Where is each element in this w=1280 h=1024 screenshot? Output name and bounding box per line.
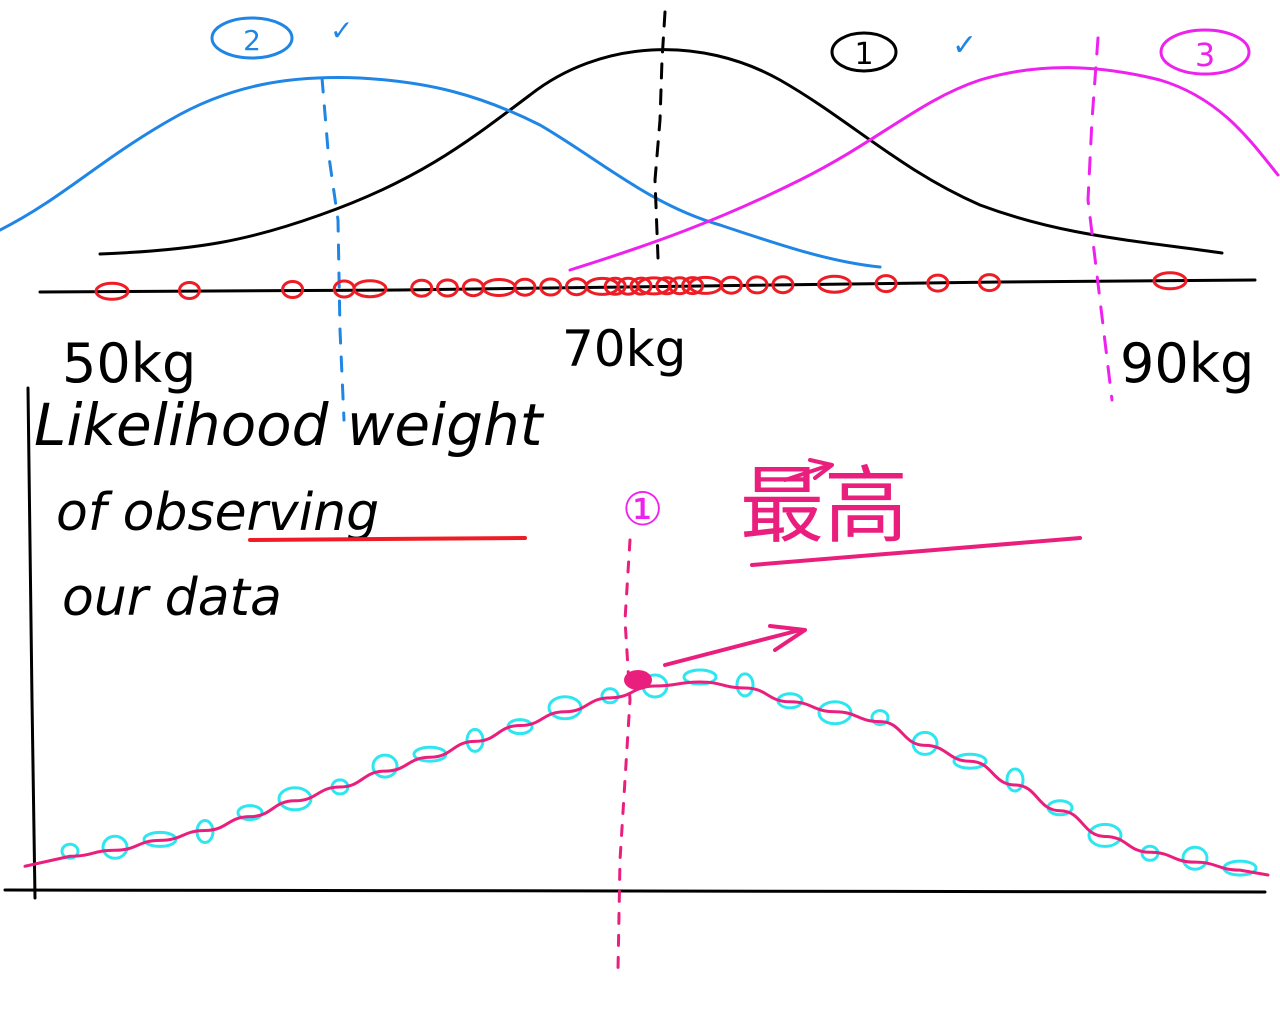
observation-marker: [352, 279, 388, 299]
likelihood-point: [101, 834, 129, 860]
observation-marker: [177, 281, 201, 300]
likelihood-point: [60, 842, 80, 860]
curve-3-label-text: 3: [1195, 36, 1215, 74]
peak-dashed-line: [616, 538, 632, 972]
observation-marker: [655, 276, 679, 296]
likelihood-point: [371, 753, 399, 779]
mean-line-3: [1086, 36, 1114, 402]
curve-2: [0, 76, 882, 269]
likelihood-curve: [23, 680, 1270, 877]
observation-marker: [603, 276, 627, 296]
observation-marker: [281, 280, 305, 299]
observation-marker: [977, 273, 1001, 293]
likelihood-point: [236, 804, 264, 822]
chart-x-axis: [3, 888, 1267, 894]
observation-marker: [745, 275, 769, 295]
likelihood-point: [1005, 767, 1025, 793]
observation-marker: [539, 277, 563, 297]
curve-2-label: 2 ✓: [210, 14, 353, 60]
likelihood-point: [547, 695, 583, 721]
top-distribution-diagram: 1 ✓ 2 ✓ 3 50kg 70kg 90kg: [0, 10, 1280, 422]
observation-marker: [436, 278, 459, 298]
observing-underline: [248, 536, 527, 542]
observation-marker: [771, 275, 795, 295]
likelihood-point: [682, 668, 718, 686]
observation-marker: [629, 276, 653, 296]
likelihood-annotation: Likelihood weight of observing our data …: [34, 391, 1082, 628]
curve-1-label: 1 ✓: [830, 28, 977, 73]
observation-marker: [926, 273, 950, 293]
annotation-line-1: Likelihood weight: [34, 391, 545, 459]
observation-markers: [94, 271, 1188, 301]
mean-line-1: [653, 10, 667, 260]
observation-marker: [681, 276, 705, 296]
curve-1: [98, 48, 1224, 256]
likelihood-point: [952, 752, 988, 770]
annotation-line-3: our data: [62, 568, 282, 628]
likelihood-chart: [3, 386, 1270, 972]
curve-1-check-icon: ✓: [952, 28, 977, 63]
observation-marker: [1152, 271, 1188, 291]
curve-1-label-text: 1: [854, 37, 873, 72]
likelihood-point: [1087, 822, 1123, 848]
likelihood-point: [870, 709, 890, 727]
peak-arrow: [663, 624, 807, 667]
curve-2-label-text: 2: [243, 24, 261, 57]
observation-marker: [874, 274, 898, 294]
chinese-underline: [750, 536, 1082, 567]
axis-label-70kg: 70kg: [562, 320, 686, 378]
chart-y-axis: [26, 386, 37, 900]
curve-3-label: 3: [1159, 28, 1251, 76]
observation-marker: [817, 274, 852, 294]
observation-marker: [719, 275, 743, 295]
likelihood-point: [600, 687, 620, 705]
likelihood-point: [735, 672, 755, 698]
curve-3: [568, 66, 1280, 272]
max-marker-label: ①: [622, 482, 663, 536]
curve-2-check-icon: ✓: [330, 14, 353, 47]
observation-marker: [513, 277, 537, 297]
observation-marker: [410, 278, 434, 298]
annotation-line-2: of observing: [56, 483, 379, 543]
peak-marker: [624, 670, 652, 690]
likelihood-point: [1181, 845, 1209, 871]
highest-arrow: [783, 458, 834, 482]
axis-label-50kg: 50kg: [62, 332, 196, 395]
axis-label-90kg: 90kg: [1120, 332, 1254, 395]
observation-marker: [94, 281, 130, 301]
mean-line-2: [320, 76, 346, 422]
likelihood-points: [60, 668, 1258, 877]
top-x-axis: [38, 278, 1257, 294]
